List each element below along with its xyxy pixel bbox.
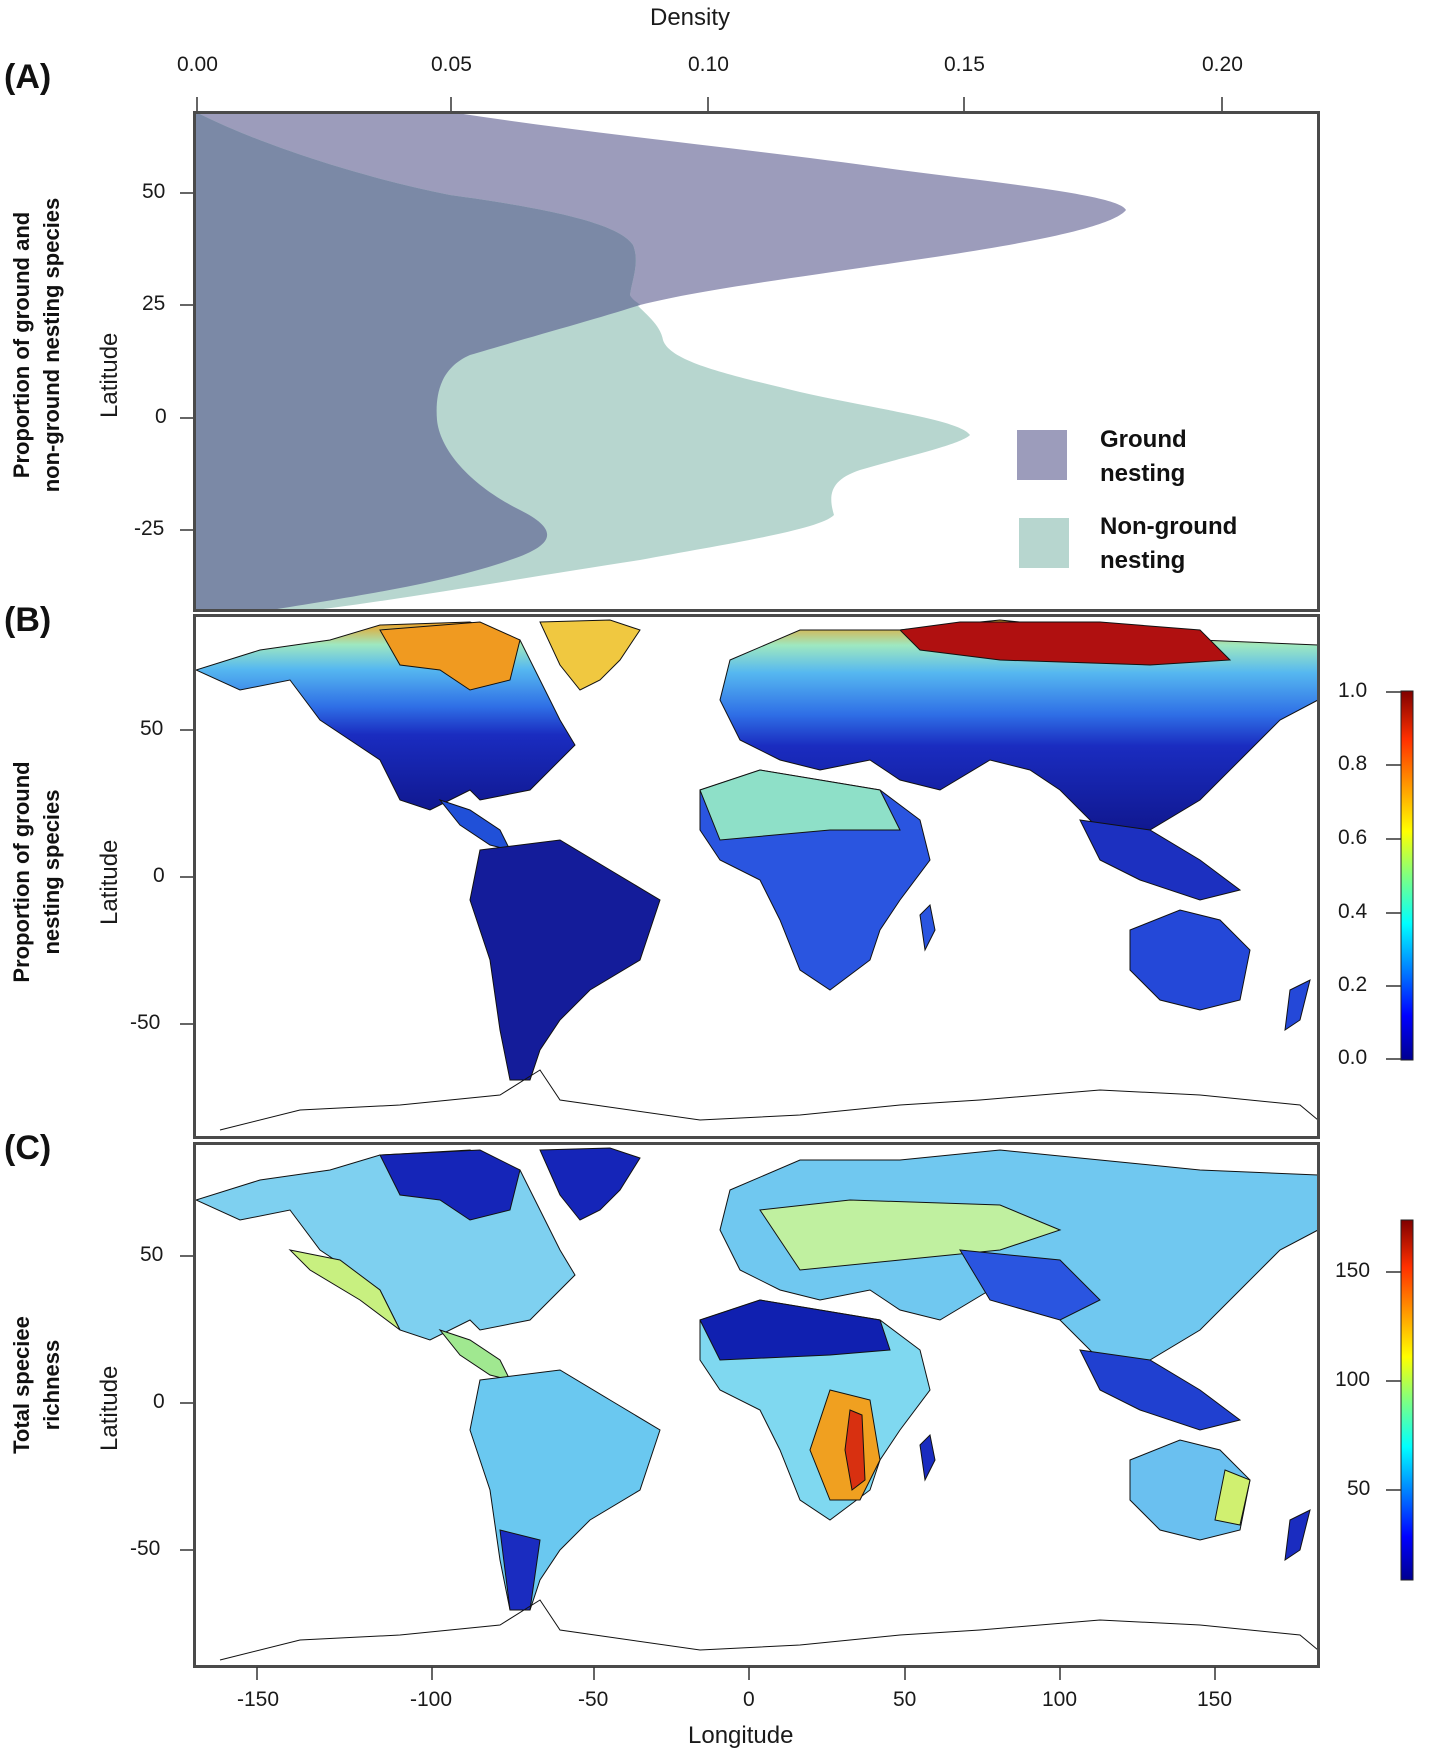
y-tick-label: -50 bbox=[130, 1537, 161, 1560]
x-tick-label: 0.20 bbox=[1202, 53, 1243, 76]
y-tick-label: 25 bbox=[142, 292, 166, 315]
y-tick-label: 0 bbox=[153, 864, 165, 887]
x-tick-label: 0 bbox=[743, 1688, 755, 1711]
colorbar-c-tick-label: 150 bbox=[1335, 1259, 1371, 1282]
colorbar-b-tick-label: 0.4 bbox=[1338, 900, 1368, 923]
colorbar-c-tick-label: 50 bbox=[1347, 1477, 1371, 1500]
colorbar-b-tick-label: 0.6 bbox=[1338, 826, 1368, 849]
colorbar-b-tick-label: 1.0 bbox=[1338, 679, 1368, 702]
map-b bbox=[180, 614, 1414, 1139]
panel-a-frame bbox=[193, 111, 1320, 612]
x-tick-label: 150 bbox=[1197, 1688, 1233, 1711]
legend-label-ground: Ground nesting bbox=[1100, 426, 1187, 487]
left-ticks-c bbox=[180, 1255, 193, 1551]
panel-b-frame bbox=[193, 614, 1320, 1139]
colorbar-c-ticks bbox=[1386, 1271, 1401, 1491]
x-tick-label: 0.15 bbox=[944, 53, 985, 76]
colorbar-b-tick-label: 0.2 bbox=[1338, 973, 1368, 996]
x-tick-label: 50 bbox=[893, 1688, 917, 1711]
legend-swatch-ground bbox=[1017, 430, 1067, 480]
legend-swatch-non-ground bbox=[1019, 518, 1069, 568]
y-tick-label: 50 bbox=[140, 1243, 164, 1266]
y-tick-label: 0 bbox=[155, 405, 167, 428]
x-tick-label: 100 bbox=[1042, 1688, 1078, 1711]
x-tick-label: -50 bbox=[578, 1688, 609, 1711]
top-ticks bbox=[196, 97, 1223, 112]
left-ticks-a bbox=[180, 192, 193, 531]
x-tick-label: -150 bbox=[237, 1688, 280, 1711]
colorbar-c bbox=[1400, 1219, 1414, 1581]
map-b-land bbox=[196, 619, 1318, 1131]
panel-c-frame bbox=[193, 1142, 1320, 1668]
density-plot bbox=[0, 0, 1435, 620]
map-c bbox=[180, 1142, 1414, 1680]
longitude-axis-title: Longitude bbox=[688, 1722, 794, 1749]
colorbar-b bbox=[1400, 690, 1414, 1061]
density-plot-svg bbox=[180, 97, 1320, 612]
colorbar-b-tick-label: 0.0 bbox=[1338, 1046, 1368, 1069]
y-tick-label: 0 bbox=[153, 1390, 165, 1413]
y-tick-label: -25 bbox=[134, 517, 165, 540]
overlap-area bbox=[196, 113, 640, 610]
colorbar-b-tick-label: 0.8 bbox=[1338, 752, 1368, 775]
map-c-land bbox=[196, 1147, 1318, 1661]
panel-c-letter: (C) bbox=[4, 1129, 52, 1167]
bottom-ticks bbox=[256, 1667, 1216, 1680]
panel-b-letter: (B) bbox=[4, 601, 52, 639]
map-c-svg bbox=[180, 1142, 1414, 1680]
x-tick-label: 0.05 bbox=[431, 53, 472, 76]
colorbar-b-ticks bbox=[1386, 691, 1401, 1060]
x-tick-label: -100 bbox=[410, 1688, 453, 1711]
map-b-svg bbox=[180, 614, 1414, 1139]
panel-a-letter: (A) bbox=[4, 58, 52, 96]
y-tick-label: 50 bbox=[140, 717, 164, 740]
x-tick-label: 0.00 bbox=[177, 53, 218, 76]
legend-label-non-ground: Non-ground nesting bbox=[1100, 513, 1238, 574]
y-tick-label: 50 bbox=[142, 180, 166, 203]
x-tick-label: 0.10 bbox=[688, 53, 729, 76]
legend: Ground nesting Non-ground nesting bbox=[1015, 425, 1295, 595]
density-axis-title: Density bbox=[650, 4, 731, 31]
left-ticks-b bbox=[180, 729, 193, 1025]
y-tick-label: -50 bbox=[130, 1011, 161, 1034]
colorbar-c-tick-label: 100 bbox=[1335, 1368, 1371, 1391]
